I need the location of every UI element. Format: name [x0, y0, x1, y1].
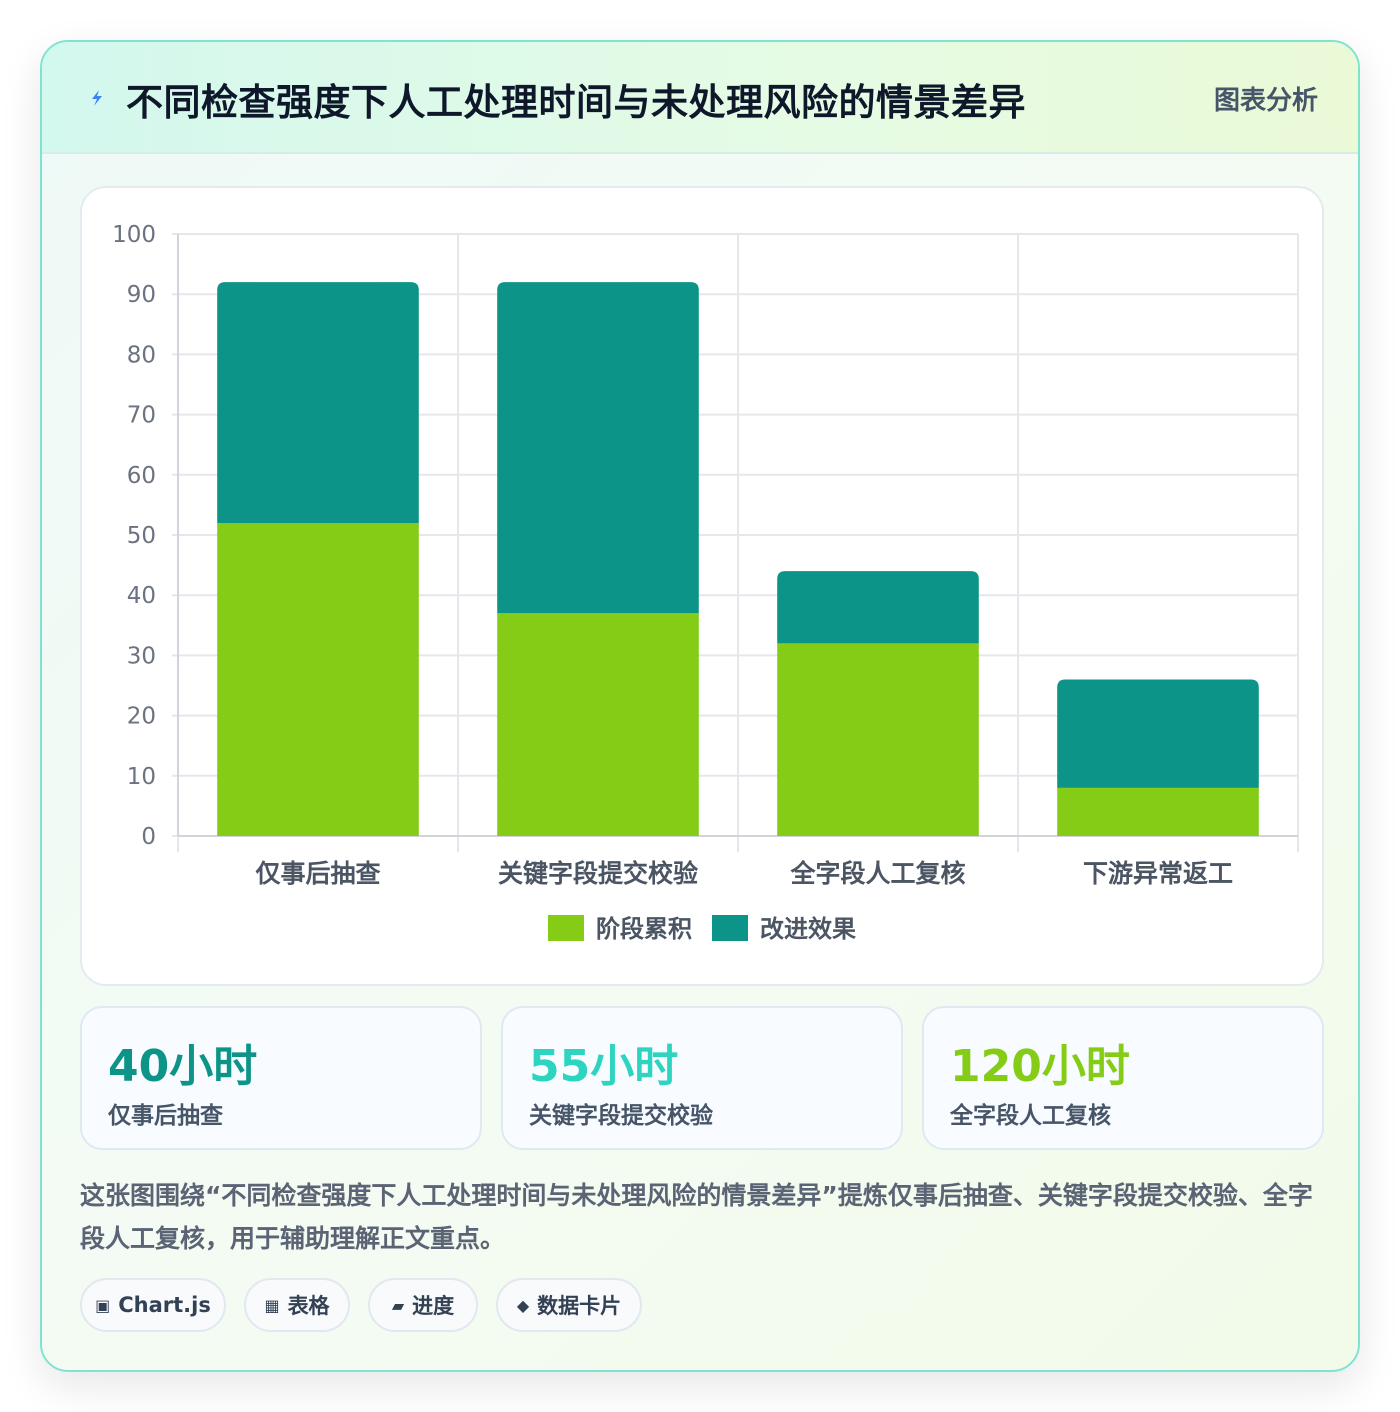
x-category-label: 全字段人工复核	[789, 859, 965, 888]
y-tick-label: 60	[127, 463, 156, 489]
square-icon: ▣	[95, 1295, 111, 1315]
x-category-label: 仅事后抽查	[255, 859, 380, 888]
lightning-bolt-icon	[92, 90, 102, 106]
y-tick-label: 50	[127, 523, 156, 549]
chart-card: 不同检查强度下人工处理时间与未处理风险的情景差异 图表分析 0 10 20 30 40 5…	[40, 40, 1360, 1372]
y-tick-label: 80	[127, 342, 156, 368]
page-title: 不同检查强度下人工处理时间与未处理风险的情景差异	[126, 81, 1026, 124]
chip-label: 数据卡片	[537, 1294, 622, 1318]
chip-label: Chart.js	[118, 1293, 211, 1317]
y-tick-label: 10	[127, 764, 156, 790]
legend-label: 改进效果	[760, 915, 856, 943]
legend-swatch	[712, 915, 748, 941]
stacked-bar-chart: 0 10 20 30 40 50 60 70 80 90 100 仅事后抽查 关键字段提交校验 全字段人工…	[112, 222, 1299, 943]
card-header: 不同检查强度下人工处理时间与未处理风险的情景差异 图表分析	[42, 42, 1358, 154]
x-category-label: 关键字段提交校验	[498, 859, 698, 888]
bar-segment	[497, 613, 699, 836]
chip-table[interactable]: ▦ 表格	[244, 1278, 350, 1332]
y-tick-label: 20	[127, 704, 156, 730]
table-icon: ▦	[264, 1295, 280, 1315]
bar-segment	[1057, 787, 1259, 836]
stat-card-3: 120小时 全字段人工复核	[922, 1006, 1324, 1150]
y-tick-label: 100	[112, 222, 156, 248]
chart-panel: 0 10 20 30 40 50 60 70 80 90 100 仅事后抽查 关键字段提交校验 全字段人工…	[80, 186, 1324, 986]
chip-chartjs[interactable]: ▣ Chart.js	[80, 1278, 226, 1332]
bar-segment	[777, 643, 979, 836]
y-tick-label: 70	[127, 403, 156, 429]
chip-label: 进度	[412, 1294, 455, 1318]
progress-icon: ▰	[391, 1295, 405, 1315]
stat-label: 仅事后抽查	[108, 1103, 223, 1129]
bar-segment	[217, 522, 419, 836]
legend-swatch	[548, 915, 584, 941]
y-tick-label: 90	[127, 282, 156, 308]
chip-progress[interactable]: ▰ 进度	[368, 1278, 478, 1332]
stat-value: 40小时	[108, 1041, 258, 1092]
stat-label: 全字段人工复核	[950, 1103, 1111, 1129]
chip-label: 表格	[287, 1294, 330, 1318]
diamond-icon: ◆	[516, 1295, 530, 1315]
bar-segment	[1057, 679, 1259, 788]
x-category-label: 下游异常返工	[1083, 859, 1233, 888]
stat-label: 关键字段提交校验	[529, 1103, 713, 1129]
bar-segment	[217, 282, 419, 523]
y-tick-label: 30	[127, 643, 156, 669]
legend-label: 阶段累积	[596, 915, 692, 943]
bar-segment	[777, 571, 979, 644]
summary-text: 这张图围绕“不同检查强度下人工处理时间与未处理风险的情景差异”提炼仅事后抽查、关…	[80, 1181, 1313, 1253]
stat-card-1: 40小时 仅事后抽查	[80, 1006, 482, 1150]
stat-value: 120小时	[950, 1041, 1130, 1092]
chart-analysis-tag: 图表分析	[1213, 86, 1318, 116]
y-tick-label: 40	[127, 583, 156, 609]
y-tick-label: 0	[141, 824, 156, 850]
bar-segment	[497, 282, 699, 614]
chip-data-card[interactable]: ◆ 数据卡片	[496, 1278, 642, 1332]
stat-value: 55小时	[529, 1041, 679, 1092]
stat-card-2: 55小时 关键字段提交校验	[501, 1006, 903, 1150]
